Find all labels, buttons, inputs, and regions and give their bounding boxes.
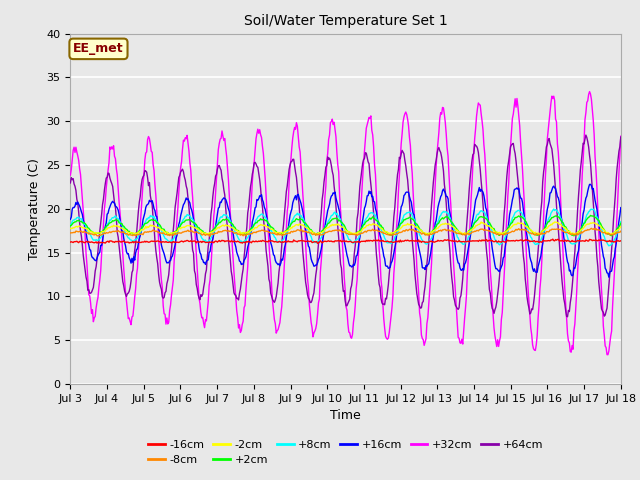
Legend: -16cm, -8cm, -2cm, +2cm, +8cm, +16cm, +32cm, +64cm: -16cm, -8cm, -2cm, +2cm, +8cm, +16cm, +3… bbox=[144, 435, 547, 469]
Title: Soil/Water Temperature Set 1: Soil/Water Temperature Set 1 bbox=[244, 14, 447, 28]
Y-axis label: Temperature (C): Temperature (C) bbox=[28, 158, 41, 260]
Text: EE_met: EE_met bbox=[73, 42, 124, 55]
X-axis label: Time: Time bbox=[330, 409, 361, 422]
